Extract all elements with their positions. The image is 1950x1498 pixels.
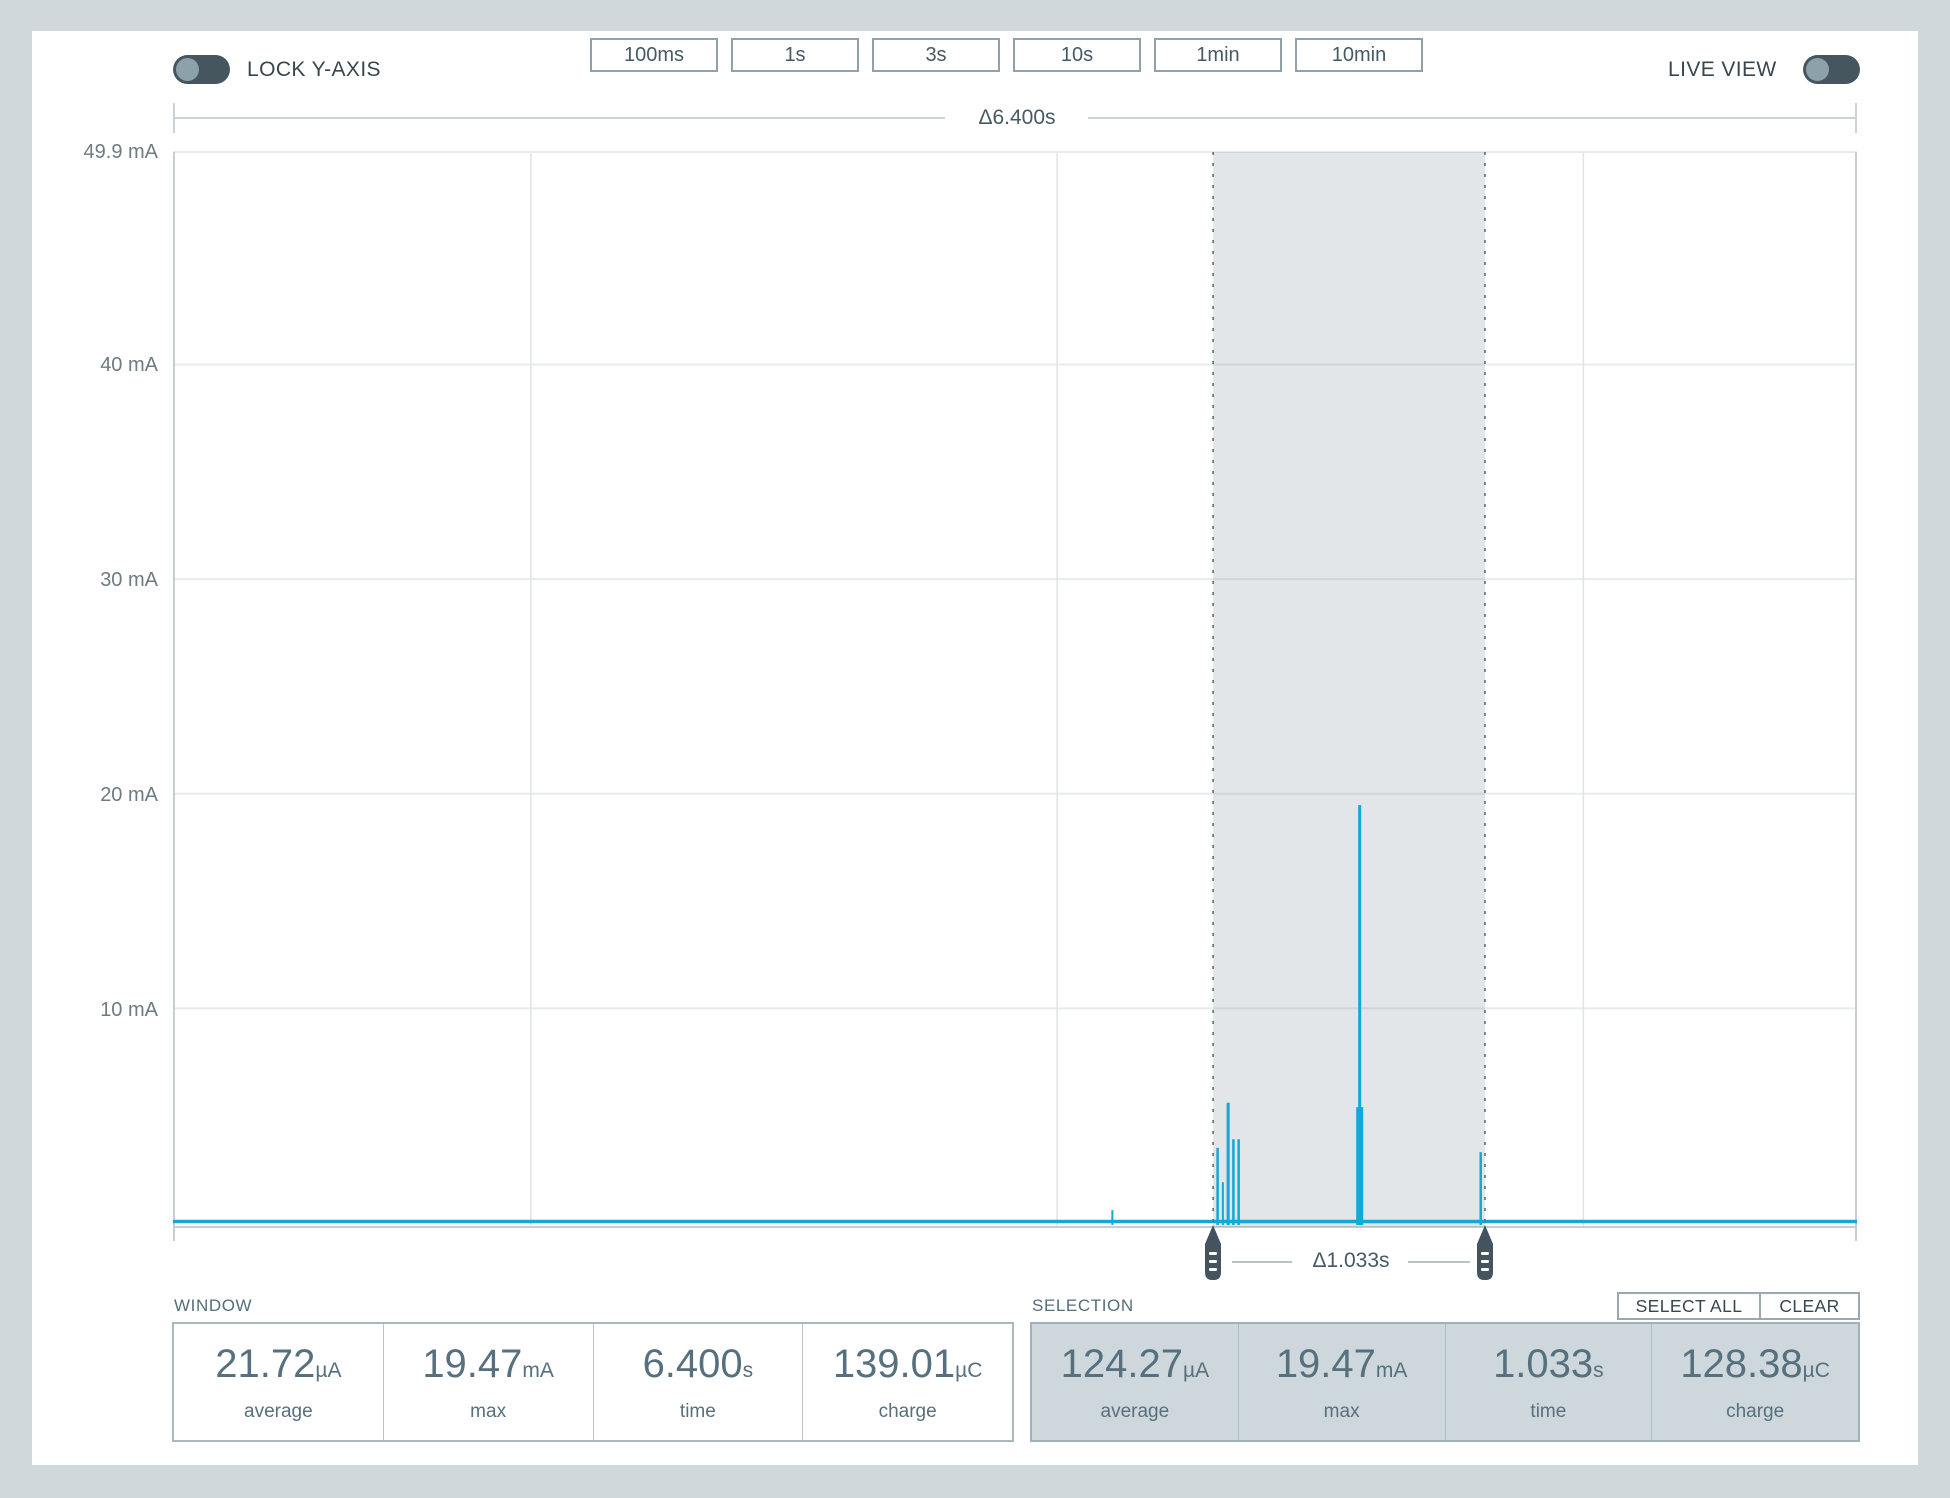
timeframe-button-1s[interactable]: 1s bbox=[731, 38, 859, 72]
y-tick-49.9mA: 49.9 mA bbox=[83, 141, 158, 163]
selection-max-stat: 19.47mA max bbox=[1237, 1324, 1445, 1440]
selection-bracket-left-line bbox=[1232, 1261, 1292, 1263]
lock-y-axis-label: LOCK Y-AXIS bbox=[247, 58, 381, 81]
stat-value: 124.27µA bbox=[1060, 1341, 1210, 1386]
stat-value: 128.38µC bbox=[1680, 1341, 1830, 1386]
selection-actions: SELECT ALL CLEAR bbox=[1617, 1292, 1860, 1320]
current-chart-svg bbox=[173, 151, 1857, 1241]
stat-value: 21.72µA bbox=[215, 1341, 342, 1386]
stat-label: average bbox=[244, 1400, 313, 1422]
selection-stats-panel: 124.27µA average 19.47mA max 1.033s time… bbox=[1030, 1322, 1860, 1442]
selection-handle-right[interactable] bbox=[1474, 1225, 1496, 1281]
window-panel-title: WINDOW bbox=[174, 1296, 253, 1315]
stat-label: time bbox=[679, 1400, 716, 1422]
select-all-button[interactable]: SELECT ALL bbox=[1617, 1292, 1761, 1320]
toggle-knob-icon bbox=[176, 58, 199, 81]
timeframe-buttons: 100ms 1s 3s 10s 1min 10min bbox=[590, 38, 1436, 72]
stat-value: 19.47mA bbox=[1275, 1341, 1408, 1386]
stat-label: time bbox=[1530, 1400, 1567, 1422]
timeframe-button-10min[interactable]: 10min bbox=[1295, 38, 1423, 72]
window-bracket-right-line bbox=[1088, 117, 1855, 119]
window-bracket-left-tick bbox=[173, 103, 175, 133]
selection-panel-title: SELECTION bbox=[1032, 1296, 1134, 1315]
stat-label: max bbox=[470, 1400, 507, 1422]
window-max-stat: 19.47mA max bbox=[382, 1324, 593, 1440]
stat-value: 139.01µC bbox=[832, 1341, 983, 1386]
stat-label: charge bbox=[878, 1400, 937, 1422]
window-stats-panel: 21.72µA average 19.47mA max 6.400s time … bbox=[172, 1322, 1014, 1442]
y-tick-30mA: 30 mA bbox=[100, 569, 158, 591]
y-tick-20mA: 20 mA bbox=[100, 784, 158, 806]
window-bracket-right-tick bbox=[1855, 103, 1857, 133]
stat-label: average bbox=[1100, 1400, 1170, 1422]
selection-handle-left[interactable] bbox=[1202, 1225, 1224, 1281]
stat-value: 1.033s bbox=[1493, 1341, 1604, 1386]
window-charge-stat: 139.01µC charge bbox=[802, 1324, 1012, 1440]
stat-value: 19.47mA bbox=[422, 1341, 554, 1386]
selection-time-stat: 1.033s time bbox=[1444, 1324, 1652, 1440]
y-tick-10mA: 10 mA bbox=[100, 999, 158, 1021]
window-delta-label: Δ6.400s bbox=[978, 106, 1056, 129]
stat-value: 6.400s bbox=[642, 1341, 754, 1386]
live-view-label: LIVE VIEW bbox=[1668, 58, 1777, 81]
stat-label: max bbox=[1323, 1400, 1360, 1422]
timeframe-button-100ms[interactable]: 100ms bbox=[590, 38, 718, 72]
clear-button[interactable]: CLEAR bbox=[1759, 1292, 1860, 1320]
toggle-knob-icon bbox=[1806, 58, 1829, 81]
selection-delta-label: Δ1.033s bbox=[1312, 1249, 1390, 1272]
selection-handle-icon bbox=[1477, 1225, 1493, 1280]
selection-handle-icon bbox=[1205, 1225, 1221, 1280]
window-time-stat: 6.400s time bbox=[592, 1324, 803, 1440]
timeframe-button-1min[interactable]: 1min bbox=[1154, 38, 1282, 72]
window-bracket-left-line bbox=[175, 117, 945, 119]
current-chart[interactable] bbox=[173, 151, 1857, 1244]
timeframe-button-3s[interactable]: 3s bbox=[872, 38, 1000, 72]
stat-label: charge bbox=[1726, 1400, 1785, 1422]
window-average-stat: 21.72µA average bbox=[174, 1324, 383, 1440]
live-view-toggle[interactable] bbox=[1803, 55, 1860, 84]
selection-charge-stat: 128.38µC charge bbox=[1651, 1324, 1858, 1440]
y-tick-40mA: 40 mA bbox=[100, 354, 158, 376]
selection-bracket-right-line bbox=[1408, 1261, 1470, 1263]
selection-average-stat: 124.27µA average bbox=[1032, 1324, 1238, 1440]
lock-y-axis-toggle[interactable] bbox=[173, 55, 230, 84]
timeframe-button-10s[interactable]: 10s bbox=[1013, 38, 1141, 72]
